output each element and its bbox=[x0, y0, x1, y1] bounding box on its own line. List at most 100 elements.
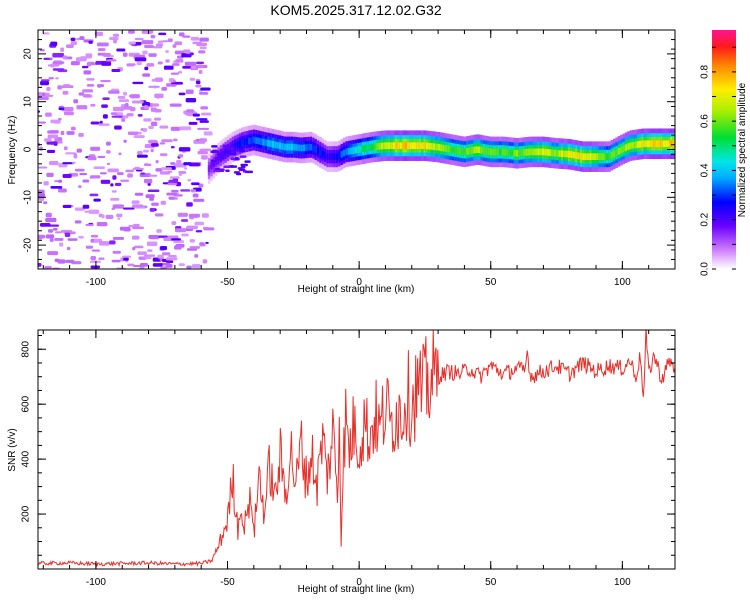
noise-cell bbox=[62, 55, 68, 60]
noise-cell bbox=[160, 200, 166, 205]
ridge-cell bbox=[624, 144, 628, 152]
noise-cell bbox=[137, 113, 143, 117]
noise-cell bbox=[63, 146, 68, 151]
noise-cell bbox=[166, 84, 177, 87]
ridge-cell bbox=[432, 143, 436, 151]
noise-cell bbox=[161, 87, 168, 91]
ridge-cell bbox=[286, 143, 289, 151]
ridge-cell bbox=[572, 151, 576, 159]
noise-cell bbox=[157, 235, 168, 238]
noise-cell bbox=[128, 41, 136, 45]
noise-cell bbox=[117, 172, 124, 176]
ridge-cell bbox=[610, 151, 614, 159]
ridge-cell bbox=[589, 153, 592, 161]
noise-cell bbox=[43, 32, 50, 35]
noise-cell bbox=[178, 154, 184, 158]
noise-cell bbox=[111, 190, 117, 193]
ridge-cell bbox=[416, 142, 419, 150]
ridge-cell bbox=[496, 148, 500, 156]
noise-cell bbox=[38, 96, 49, 100]
noise-cell bbox=[89, 193, 99, 197]
noise-cell bbox=[110, 197, 120, 201]
colorbar-tick-label: 0.6 bbox=[700, 114, 711, 128]
ridge-cell bbox=[515, 149, 519, 157]
ridge-cell bbox=[219, 152, 223, 160]
noise-cell bbox=[174, 50, 185, 55]
noise-cell bbox=[114, 125, 122, 130]
noise-cell bbox=[150, 34, 156, 39]
ridge-cell bbox=[648, 140, 652, 148]
noise-cell bbox=[160, 246, 168, 251]
noise-cell bbox=[199, 120, 209, 123]
noise-cell bbox=[43, 181, 49, 186]
noise-cell bbox=[109, 36, 119, 41]
noise-cell bbox=[143, 149, 149, 153]
ridge-cell bbox=[639, 140, 642, 148]
ridge-cell bbox=[423, 142, 427, 150]
noise-cell bbox=[137, 251, 147, 255]
noise-cell bbox=[197, 150, 208, 155]
ridge-cell bbox=[504, 148, 507, 156]
ridge-cell bbox=[373, 143, 377, 151]
noise-cell bbox=[176, 159, 182, 165]
ridge-cell bbox=[539, 148, 543, 156]
ridge-cell bbox=[567, 150, 571, 158]
x-tick-label: -50 bbox=[220, 577, 235, 588]
noise-cell bbox=[155, 160, 159, 164]
noise-cell bbox=[142, 102, 151, 107]
noise-cell bbox=[194, 221, 204, 226]
noise-cell bbox=[127, 173, 133, 178]
noise-cell bbox=[183, 162, 192, 166]
noise-cell bbox=[203, 131, 213, 136]
noise-cell bbox=[178, 173, 183, 176]
noise-cell bbox=[134, 192, 144, 196]
snr-series-line bbox=[38, 330, 675, 568]
noise-cell bbox=[123, 257, 129, 261]
noise-cell bbox=[45, 212, 52, 218]
ridge-cell bbox=[620, 146, 623, 154]
ridge-cell bbox=[305, 144, 308, 151]
noise-cell bbox=[171, 81, 183, 85]
ridge-cell bbox=[475, 146, 479, 153]
noise-cell bbox=[148, 125, 154, 130]
ridge-cell bbox=[430, 143, 434, 150]
noise-cell bbox=[52, 227, 58, 231]
ridge-cell bbox=[215, 157, 222, 161]
noise-cell bbox=[161, 139, 173, 143]
ridge-cell bbox=[274, 141, 277, 149]
noise-cell bbox=[136, 61, 142, 66]
ridge-cell bbox=[558, 150, 562, 157]
noise-cell bbox=[75, 57, 87, 62]
ridge-cell bbox=[411, 142, 415, 150]
noise-cell bbox=[52, 61, 65, 64]
ridge-cell bbox=[582, 153, 585, 161]
noise-cell bbox=[157, 40, 164, 44]
noise-cell bbox=[142, 50, 148, 55]
ridge-cell bbox=[615, 149, 618, 157]
noise-cell bbox=[147, 249, 153, 252]
noise-cell bbox=[173, 163, 185, 167]
noise-cell bbox=[41, 80, 47, 84]
colorbar-tick-label: 0.8 bbox=[700, 64, 711, 78]
ridge-cell bbox=[307, 144, 310, 151]
noise-cell bbox=[144, 254, 156, 257]
noise-cell bbox=[188, 213, 200, 218]
ridge-cell bbox=[492, 148, 495, 156]
figure-title: KOM5.2025.317.12.02.G32 bbox=[270, 2, 441, 18]
ridge-cell bbox=[378, 142, 382, 150]
noise-cell bbox=[90, 146, 101, 151]
ridge-cell bbox=[278, 142, 282, 150]
ridge-cell bbox=[480, 146, 483, 154]
ridge-cell bbox=[456, 147, 460, 155]
noise-cell bbox=[148, 235, 159, 239]
ridge-cell bbox=[629, 142, 633, 149]
ridge-cell bbox=[300, 144, 303, 152]
ridge-cell bbox=[380, 142, 384, 150]
ridge-cell bbox=[672, 140, 675, 148]
noise-cell bbox=[182, 65, 192, 69]
noise-cell bbox=[139, 263, 149, 267]
x-tick-label: 100 bbox=[614, 577, 631, 588]
noise-cell bbox=[81, 65, 89, 69]
noise-cell bbox=[70, 61, 80, 66]
ridge-cell bbox=[295, 144, 299, 151]
